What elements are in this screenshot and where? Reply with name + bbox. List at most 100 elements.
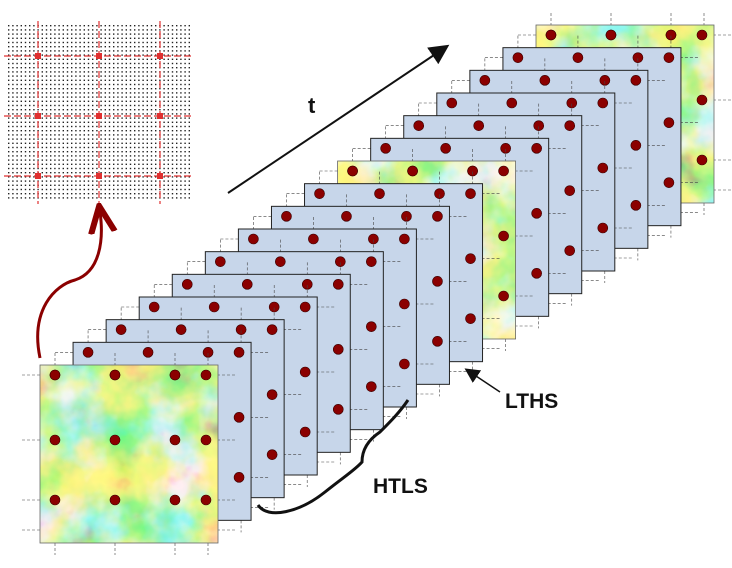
sample-point [268,301,280,313]
sample-point [301,279,313,290]
sample-point [266,324,278,335]
sample-point [169,494,181,506]
sample-point [233,347,245,358]
sample-point [500,143,511,154]
sample-point [564,120,576,131]
sample-point [366,256,377,267]
sample-point [630,140,642,151]
frame-stack [22,13,732,555]
sample-point [434,188,445,199]
sample-point [696,29,708,41]
sample-point [465,253,476,264]
zoom-curved-arrow [36,212,102,359]
htls-brace [256,399,410,515]
sample-point [663,117,675,128]
sample-point [399,358,410,370]
sample-point [545,29,557,41]
sample-point [49,494,61,506]
sample-point [142,347,154,358]
sample-point [399,298,410,310]
sample-point [109,494,121,506]
sample-point [531,268,542,279]
sample-point [597,97,609,109]
sample-point [572,52,584,63]
sample-point [597,222,609,234]
sample-point [597,162,609,174]
sample-point [473,120,485,131]
sample-point [506,97,518,109]
sample-point [432,336,443,347]
sample-point [564,245,576,256]
sample-point [202,347,214,358]
coarse-sample-point [35,173,41,179]
sample-point [299,426,311,438]
sample-point [308,233,319,245]
sample-point [630,200,642,211]
coarse-sample-point [35,53,41,59]
htls-label: HTLS [373,475,428,498]
sample-point [341,211,352,222]
coarse-sample-point [96,173,102,179]
ltns-arrow [464,368,501,393]
sample-point [696,94,708,106]
sample-point [335,256,346,267]
sample-point [181,279,193,290]
sample-point [332,344,344,355]
sample-point [368,233,379,245]
sample-point [281,211,292,222]
sample-point [275,256,286,267]
sample-point [332,279,344,290]
sample-point [366,321,377,332]
sample-point [465,313,476,324]
sample-point [233,412,245,423]
sample-point [200,434,212,446]
field-colormap [40,365,218,543]
sample-point [432,211,443,222]
sample-point [665,29,677,41]
sample-point [109,434,121,446]
sample-point [374,188,385,199]
sample-point [531,143,542,154]
sample-point [446,97,458,109]
front-field-frame [22,353,236,555]
sample-point [49,434,61,446]
sample-point [109,369,121,381]
sample-point [401,211,412,222]
coarse-sample-point [157,53,163,59]
sample-point [605,29,617,41]
coarse-sample-point [157,113,163,119]
coarse-sample-point [35,113,41,119]
sample-point [241,279,253,290]
sample-point [215,256,226,267]
sample-point [266,449,278,460]
time-arrow [227,44,450,194]
fine-grid-inset [4,21,194,204]
sample-point [169,434,181,446]
sample-point [467,165,478,177]
sample-point [407,165,418,177]
sample-point [366,381,377,392]
sample-point [169,369,181,381]
sample-point [115,324,127,335]
sample-point [632,52,644,63]
sample-point [531,208,542,219]
sample-point [399,233,410,245]
sample-point [479,75,491,86]
sample-point [314,188,325,199]
sample-point [49,369,61,381]
sample-point [380,143,391,154]
sample-point [175,324,187,335]
sample-point [465,188,476,199]
sample-point [663,177,675,188]
fine-grid-dots [8,25,190,199]
sample-point [440,143,451,154]
coarse-sample-point [96,113,102,119]
sample-point [413,120,425,131]
coarse-sample-point [157,173,163,179]
sample-point [200,494,212,506]
sample-point [566,97,578,109]
sample-point [208,301,220,313]
sample-point [630,75,642,86]
